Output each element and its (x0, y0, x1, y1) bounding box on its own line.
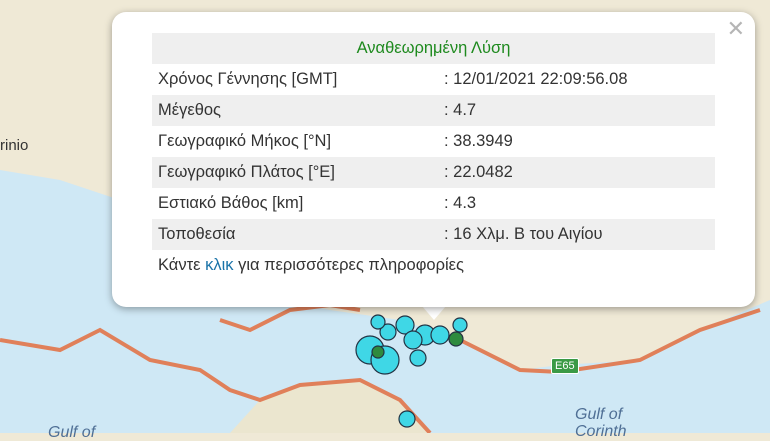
magnitude-value: : 4.7 (438, 95, 715, 126)
water-label-gulf-of-corinth: Gulf of Corinth (575, 406, 627, 440)
more-info-suffix: για περισσότερες πληροφορίες (233, 256, 464, 274)
latitude-label: Γεωγραφικό Μήκος [°N] (158, 132, 332, 150)
road (0, 327, 432, 433)
longitude-label: Γεωγραφικό Πλάτος [°E] (152, 157, 438, 188)
table-row: Τοποθεσία: 16 Χλμ. Β του Αιγίου (152, 219, 715, 250)
earthquake-markers (355, 314, 468, 428)
lake-water (0, 190, 130, 300)
event-marker (379, 323, 397, 341)
table-row: Χρόνος Γέννησης [GMT] : 12/01/2021 22:09:… (152, 64, 715, 95)
event-marker (398, 410, 416, 428)
latest-event-marker (371, 345, 385, 359)
table-row: Κάντε κλικ για περισσότερες πληροφορίες (152, 250, 715, 281)
origin-time-label: Χρόνος Γέννησης [GMT] (158, 70, 338, 88)
longitude-value: : 22.0482 (438, 157, 715, 188)
more-info-prefix: Κάντε (158, 256, 206, 274)
event-marker (395, 315, 415, 335)
event-marker (370, 314, 386, 330)
depth-value: : 4.3 (444, 194, 477, 212)
latest-event-marker (448, 331, 464, 347)
place-label: rinio (0, 137, 29, 154)
popup-pointer (422, 306, 446, 320)
more-info-link[interactable]: κλικ (205, 256, 234, 274)
table-row: Γεωγραφικό Μήκος [°N] : 38.3949 (152, 126, 715, 157)
table-row: Γεωγραφικό Πλάτος [°E]: 22.0482 (152, 157, 715, 188)
location-label: Τοποθεσία (152, 219, 438, 250)
road-shield-e65: E65 (551, 358, 579, 374)
road (459, 308, 761, 375)
more-info-text: Κάντε κλικ για περισσότερες πληροφορίες (152, 250, 715, 281)
table-row: Εστιακό Βάθος [km] : 4.3 (152, 188, 715, 219)
table-row: Μέγεθος: 4.7 (152, 95, 715, 126)
latitude-value: : 38.3949 (444, 132, 513, 150)
event-marker (403, 330, 423, 350)
depth-label: Εστιακό Βάθος [km] (158, 194, 304, 212)
earthquake-details-table: Αναθεωρημένη Λύση Χρόνος Γέννησης [GMT]:… (152, 33, 715, 281)
location-value: : 16 Χλμ. Β του Αιγίου (438, 219, 715, 250)
event-marker (452, 317, 468, 333)
event-marker (430, 325, 450, 345)
earthquake-info-popup: ✕ Αναθεωρημένη Λύση Χρόνος Γέννησης [GMT… (112, 12, 755, 307)
event-marker (409, 349, 427, 367)
close-icon[interactable]: ✕ (726, 16, 745, 41)
popup-title: Αναθεωρημένη Λύση (152, 33, 715, 64)
magnitude-label: Μέγεθος (152, 95, 438, 126)
origin-time-value: : 12/01/2021 22:09:56.08 (444, 70, 628, 88)
